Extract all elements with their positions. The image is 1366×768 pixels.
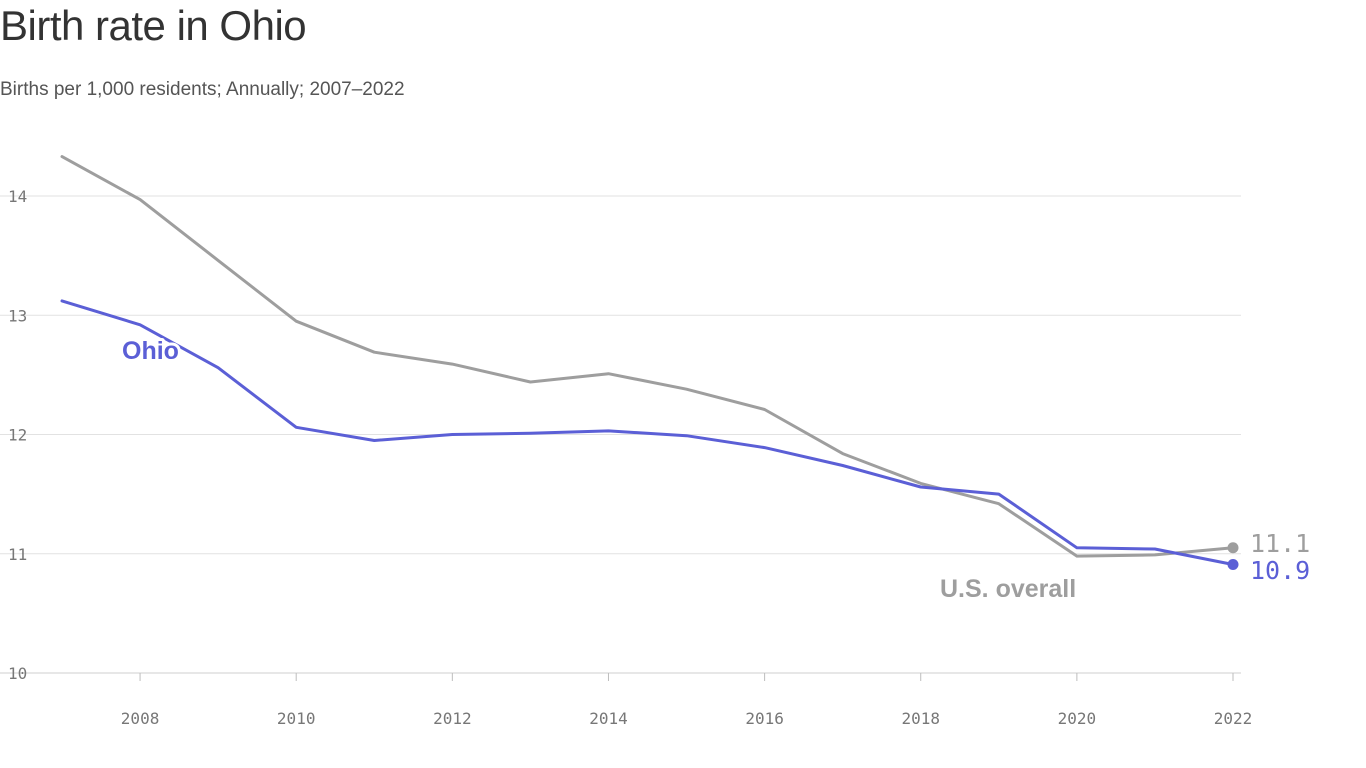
chart-subtitle: Births per 1,000 residents; Annually; 20… [0, 79, 405, 100]
y-tick-label-12: 12 [8, 426, 27, 445]
x-tick-label-2008: 2008 [121, 709, 160, 728]
x-tick-label-2020: 2020 [1058, 709, 1097, 728]
end-label-us-overall: 11.1 [1250, 529, 1310, 558]
x-tick-label-2022: 2022 [1214, 709, 1253, 728]
chart-title: Birth rate in Ohio [0, 2, 307, 49]
y-axis: 10 11 12 13 14 [8, 187, 27, 683]
end-point-u-s-overall [1227, 542, 1239, 554]
series-label-ohio: Ohio [122, 337, 179, 365]
x-tick-label-2014: 2014 [589, 709, 628, 728]
series-lines [60, 155, 1239, 570]
series-label-us-overall: U.S. overall [940, 575, 1076, 603]
end-label-ohio: 10.9 [1250, 556, 1310, 585]
x-tick-label-2012: 2012 [433, 709, 472, 728]
end-point-ohio [1227, 558, 1239, 570]
series-labels: 11.110.9 Ohio U.S. overall [119, 334, 1310, 603]
series-line-ohio [60, 299, 1235, 566]
y-tick-label-11: 11 [8, 545, 27, 564]
x-tick-label-2018: 2018 [901, 709, 940, 728]
y-tick-label-10: 10 [8, 664, 27, 683]
x-tick-label-2016: 2016 [745, 709, 784, 728]
x-axis: 2008 2010 2012 2014 2016 2018 2020 2022 [121, 673, 1252, 728]
y-tick-label-13: 13 [8, 306, 27, 325]
grid-lines [0, 195, 1241, 674]
x-tick-label-2010: 2010 [277, 709, 316, 728]
series-line-u-s-overall [60, 155, 1235, 558]
y-tick-label-14: 14 [8, 187, 27, 206]
